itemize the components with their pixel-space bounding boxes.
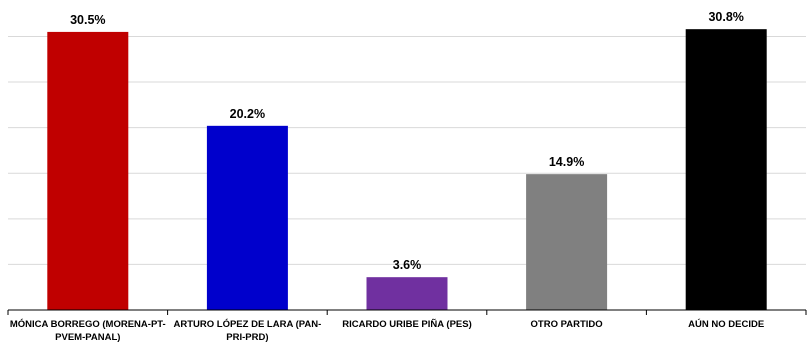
bar	[206, 125, 288, 310]
data-label: 3.6%	[392, 258, 422, 273]
category-label: AÚN NO DECIDE	[688, 319, 765, 330]
bars	[47, 29, 767, 310]
data-label: 30.8%	[708, 10, 744, 25]
category-label: OTRO PARTIDO	[530, 319, 603, 330]
bar	[526, 174, 608, 310]
data-label: 20.2%	[229, 106, 266, 121]
category-label: ARTURO LÓPEZ DE LARA (PAN-PRI-PRD)	[173, 319, 322, 343]
data-label: 30.5%	[70, 12, 106, 27]
bar	[685, 29, 767, 310]
bar	[47, 31, 129, 310]
category-label: RICARDO URIBE PIÑA (PES)	[342, 319, 472, 330]
bar	[366, 277, 448, 310]
gridlines	[8, 35, 806, 265]
category-label: MÓNICA BORREGO (MORENA-PT-PVEM-PANAL)	[9, 319, 166, 343]
data-label: 14.9%	[548, 155, 585, 170]
x-axis-ticks	[7, 310, 807, 315]
